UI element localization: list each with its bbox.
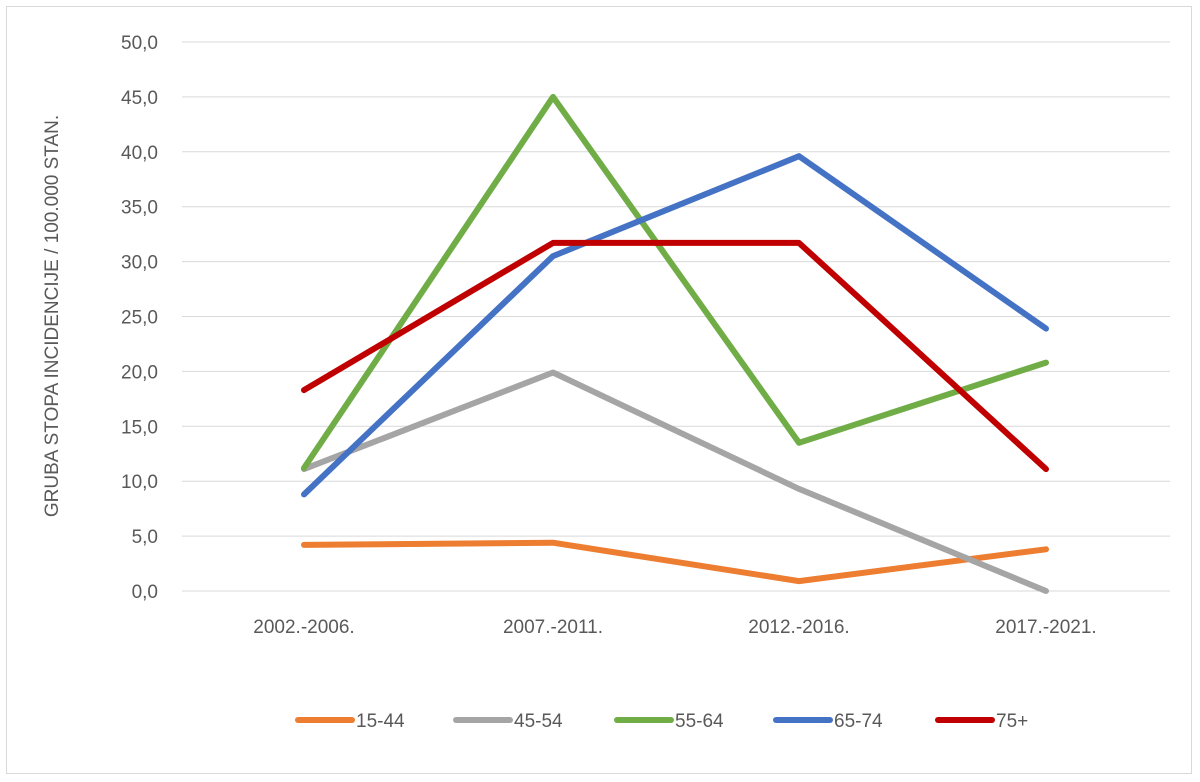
series-lines <box>301 93 1049 594</box>
y-tick-label: 40,0 <box>121 143 158 164</box>
legend-label: 65-74 <box>834 711 883 732</box>
x-tick-label: 2012.-2016. <box>748 617 849 638</box>
y-tick-label: 30,0 <box>121 253 158 274</box>
y-tick-label: 10,0 <box>121 472 158 493</box>
series-line-55-64 <box>301 93 1049 471</box>
y-tick-label: 5,0 <box>132 527 158 548</box>
chart-frame <box>6 6 1192 774</box>
legend: 15-44 45-54 55-64 65-74 75+ <box>295 711 1028 732</box>
x-axis-ticks: 2002.-2006. 2007.-2011. 2012.-2016. 2017.-2… <box>253 617 1096 638</box>
y-tick-label: 35,0 <box>121 198 158 219</box>
legend-label: 15-44 <box>356 711 405 732</box>
series-line-15-44 <box>301 539 1049 585</box>
series-line-45-54 <box>301 369 1049 594</box>
x-tick-label: 2002.-2006. <box>253 617 354 638</box>
x-tick-label: 2007.-2011. <box>503 617 603 638</box>
legend-label: 75+ <box>996 711 1028 732</box>
legend-label: 55-64 <box>675 711 724 732</box>
y-axis-ticks: 0,0 5,0 10,0 15,0 20,0 25,0 30,0 35,0 40,0 45,0 50… <box>121 33 158 603</box>
y-tick-label: 45,0 <box>121 88 158 109</box>
legend-label: 45-54 <box>514 711 563 732</box>
y-tick-label: 25,0 <box>121 308 158 329</box>
y-tick-label: 50,0 <box>121 33 158 54</box>
y-tick-label: 20,0 <box>121 362 158 383</box>
gridlines <box>182 41 1170 592</box>
y-tick-label: 0,0 <box>132 582 158 603</box>
x-tick-label: 2017.-2021. <box>995 617 1096 638</box>
series-line-65-74 <box>301 153 1049 498</box>
series-line-75+ <box>301 239 1049 473</box>
y-tick-label: 15,0 <box>121 417 158 438</box>
y-axis-title: GRUBA STOPA INCIDENCIJE / 100.000 STAN. <box>42 115 63 517</box>
